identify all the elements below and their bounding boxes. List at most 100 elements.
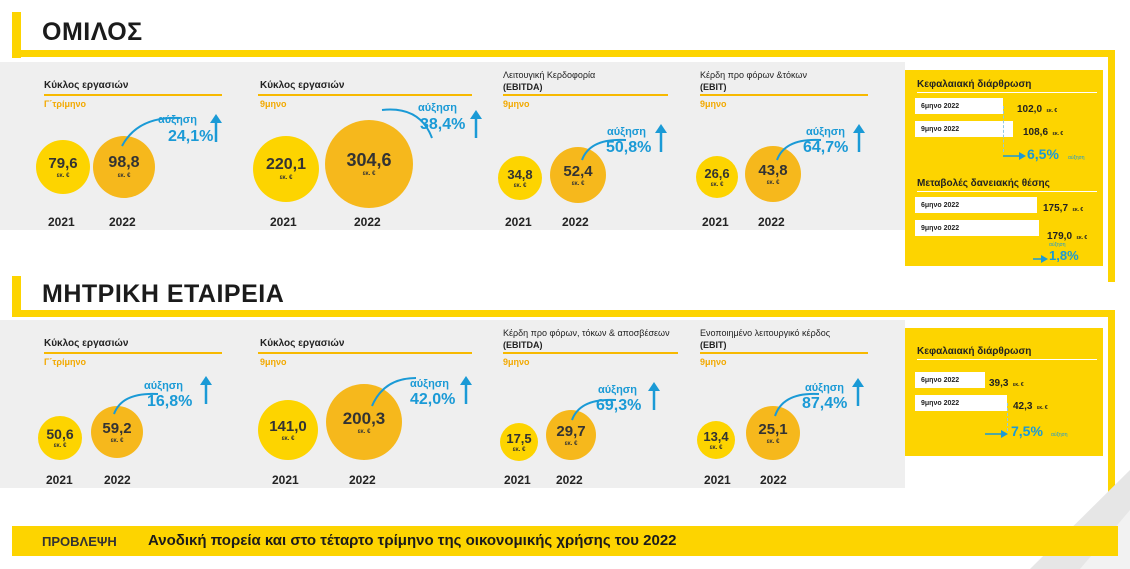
value-2021-circle: 50,6 εκ. € (38, 416, 82, 460)
debt-pct: 1,8% (1049, 248, 1079, 263)
up-arrow-icon (460, 376, 472, 409)
metric-underline (503, 94, 668, 96)
footer-text: Ανοδική πορεία και στο τέταρτο τρίμηνο τ… (148, 532, 677, 549)
value-2022-circle: 43,8 εκ. € (745, 146, 801, 202)
parent-metrics: Κύκλος εργασιών Γ΄τρίμηνο 50,6 εκ. € 59,… (0, 320, 905, 488)
growth-value: 16,8% (147, 393, 193, 410)
capital-row-unit: εκ. € (1036, 405, 1048, 411)
growth-value: 69,3% (596, 397, 642, 414)
value-unit: εκ. € (279, 175, 293, 181)
up-arrow-icon (655, 124, 667, 157)
metric-title: Λειτουγική Κερδοφορία (503, 70, 596, 80)
debt-row-value: 175,7 (1043, 203, 1069, 214)
value-unit: εκ. € (117, 173, 131, 179)
year-2021: 2021 (46, 473, 73, 487)
year-2022: 2022 (758, 215, 785, 229)
capital-row-value: 42,3 (1013, 401, 1033, 412)
capital-row-value-wrap: 108,6 εκ. € (1023, 122, 1063, 140)
value-2022-circle: 98,8 εκ. € (93, 136, 155, 198)
debt-row-unit: εκ. € (1076, 235, 1088, 241)
capital-row-label: 9μηνο 2022 (921, 125, 960, 133)
value-2022: 29,7 (556, 422, 586, 440)
metric-period: 9μηνο (503, 99, 530, 109)
growth-arc (774, 392, 820, 417)
year-2021: 2021 (48, 215, 75, 229)
growth-label: αύξηση (410, 378, 450, 390)
metric-title: Κύκλος εργασιών (44, 338, 129, 349)
value-unit: εκ. € (709, 444, 723, 451)
metric-underline (503, 352, 678, 354)
year-2022: 2022 (109, 215, 136, 229)
metric-period: Γ΄τρίμηνο (44, 99, 86, 109)
metric-title: Κύκλος εργασιών (260, 338, 345, 349)
debt-row-unit: εκ. € (1072, 207, 1084, 213)
value-2021: 13,4 (703, 428, 729, 444)
capital-connector (1003, 106, 1004, 152)
growth-value: 87,4% (802, 395, 848, 412)
up-arrow-icon (852, 378, 864, 411)
right-arrow-icon (1033, 251, 1049, 269)
growth-label: αύξηση (418, 102, 458, 114)
group-left-accent (12, 12, 21, 58)
group-side-box: Κεφαλαιακή διάρθρωση 6μηνο 2022 102,0 εκ… (905, 70, 1103, 266)
value-unit: εκ. € (766, 179, 780, 186)
metric-title: Κύκλος εργασιών (44, 80, 129, 91)
year-2021: 2021 (270, 215, 297, 229)
value-2022-circle: 304,6 εκ. € (325, 120, 413, 208)
debt-row: 9μηνο 2022 (915, 220, 1039, 236)
capital-row: 9μηνο 2022 (915, 395, 1007, 411)
capital-title-underline (917, 359, 1097, 360)
parent-title: ΜΗΤΡΙΚΗ ΕΤΑΙΡΕΙΑ (42, 280, 285, 308)
value-2022-circle: 52,4 εκ. € (550, 147, 606, 203)
year-2022: 2022 (354, 215, 381, 229)
up-arrow-icon (470, 110, 482, 143)
value-unit: εκ. € (357, 428, 371, 435)
growth-arc (571, 398, 617, 421)
year-2022: 2022 (556, 473, 583, 487)
growth-value: 38,4% (420, 116, 466, 133)
capital-title: Κεφαλαιακή διάρθρωση (917, 346, 1032, 357)
metric-underline (700, 352, 868, 354)
value-unit: εκ. € (110, 437, 124, 444)
value-2022-circle: 200,3 εκ. € (326, 384, 402, 460)
parent-top-bar (12, 310, 1115, 317)
value-2021: 50,6 (46, 426, 74, 442)
debt-row-label: 6μηνο 2022 (921, 201, 960, 209)
value-2022-circle: 59,2 εκ. € (91, 406, 143, 458)
metric-underline (44, 94, 222, 96)
growth-value: 50,8% (606, 139, 652, 156)
group-right-bar (1108, 50, 1115, 282)
up-arrow-icon (210, 114, 222, 147)
metric-period: 9μηνο (700, 357, 727, 367)
year-2021: 2021 (702, 215, 729, 229)
capital-row-unit: εκ. € (1052, 131, 1064, 137)
metric-title: Ενοποιημένο λειτουργικό κέρδος (700, 328, 831, 338)
value-2021-circle: 79,6 εκ. € (36, 140, 90, 194)
growth-arc (113, 392, 159, 415)
group-top-bar (12, 50, 1115, 57)
metric-period: 9μηνο (700, 99, 727, 109)
metric-title-sub: (EBITDA) (503, 340, 543, 350)
debt-row-value: 179,0 (1047, 231, 1073, 242)
value-unit: εκ. € (281, 435, 295, 442)
growth-value: 42,0% (410, 391, 456, 408)
metric-period: 9μηνο (503, 357, 530, 367)
value-2021: 26,6 (704, 165, 730, 181)
value-2022: 59,2 (102, 419, 132, 437)
up-arrow-icon (853, 124, 865, 157)
metric-period: 9μηνο (260, 357, 287, 367)
parent-band (0, 320, 905, 488)
capital-row-value: 102,0 (1017, 104, 1043, 115)
value-2021-circle: 26,6 εκ. € (696, 156, 738, 198)
growth-arc (381, 108, 433, 139)
right-arrow-icon (1003, 148, 1027, 166)
debt-title-underline (917, 191, 1097, 192)
up-arrow-icon (648, 382, 660, 415)
year-2021: 2021 (704, 473, 731, 487)
value-2021-circle: 13,4 εκ. € (697, 421, 735, 459)
value-2021: 17,5 (506, 430, 532, 446)
debt-title: Μεταβολές δανειακής θέσης (917, 178, 1050, 189)
growth-label: αύξηση (158, 114, 198, 126)
year-2022: 2022 (760, 473, 787, 487)
right-arrow-icon (985, 426, 1009, 444)
